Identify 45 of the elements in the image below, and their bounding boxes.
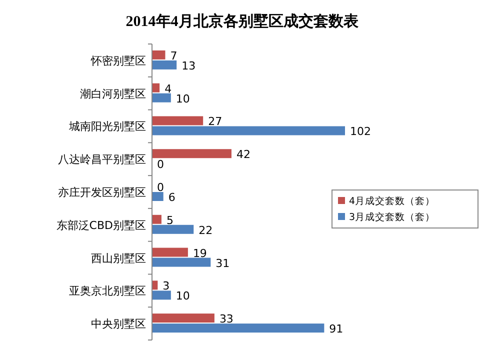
bar [152, 116, 204, 126]
bar [152, 290, 171, 300]
y-tick-label: 西山别墅区 [91, 252, 146, 265]
bar [152, 93, 171, 102]
y-tick-label: 潮白河别墅区 [80, 87, 146, 100]
data-label: 102 [350, 125, 371, 138]
y-tick-label: 怀密别墅区 [90, 54, 146, 68]
data-label: 13 [182, 59, 196, 72]
y-tick-label: 城南阳光别墅区 [68, 120, 146, 134]
y-tick-label: 中央别墅区 [91, 318, 146, 331]
y-tick-label: 亚奥京北别墅区 [69, 284, 146, 298]
data-label: 4 [164, 82, 172, 96]
bar [152, 314, 214, 323]
data-label: 33 [219, 312, 234, 326]
data-label: 3 [162, 280, 170, 293]
bar [152, 224, 194, 234]
bar [152, 248, 188, 257]
data-label: 5 [166, 214, 174, 227]
data-label: 91 [329, 322, 344, 336]
data-label: 19 [192, 246, 207, 260]
data-label: 27 [208, 115, 222, 128]
data-label: 10 [176, 92, 190, 106]
bar [152, 60, 177, 70]
bar [152, 214, 162, 224]
data-label: 6 [168, 191, 176, 204]
data-label: 0 [157, 181, 164, 194]
y-tick-label: 亦庄开发区别墅区 [58, 186, 146, 199]
bar [152, 126, 345, 136]
bar [152, 50, 166, 60]
bar [152, 83, 160, 92]
data-label: 22 [198, 224, 213, 237]
data-label: 0 [157, 158, 164, 172]
data-label: 42 [236, 148, 250, 162]
y-tick-label: 八达岭昌平别墅区 [58, 153, 146, 166]
bar [152, 192, 164, 201]
legend-label: 3月成交套数（套） [349, 211, 436, 223]
chart-title: 2014年4月北京各别墅区成交套数表 [126, 12, 360, 30]
data-label: 7 [170, 49, 178, 62]
y-tick-label: 东部泛CBD别墅区 [56, 218, 146, 232]
bar [152, 149, 232, 158]
legend-label: 4月成交套数（套） [349, 195, 436, 207]
bar [152, 324, 324, 333]
data-label: 31 [216, 256, 230, 270]
bar [152, 258, 211, 267]
data-label: 10 [176, 290, 190, 303]
